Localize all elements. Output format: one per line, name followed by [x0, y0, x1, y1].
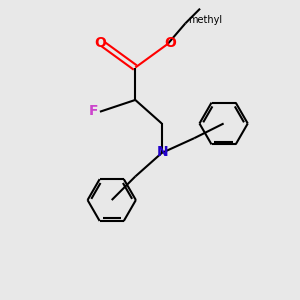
Text: O: O	[94, 35, 106, 50]
Text: F: F	[89, 104, 98, 118]
Text: methyl: methyl	[188, 15, 222, 25]
Text: O: O	[165, 35, 176, 50]
Text: N: N	[157, 146, 168, 159]
